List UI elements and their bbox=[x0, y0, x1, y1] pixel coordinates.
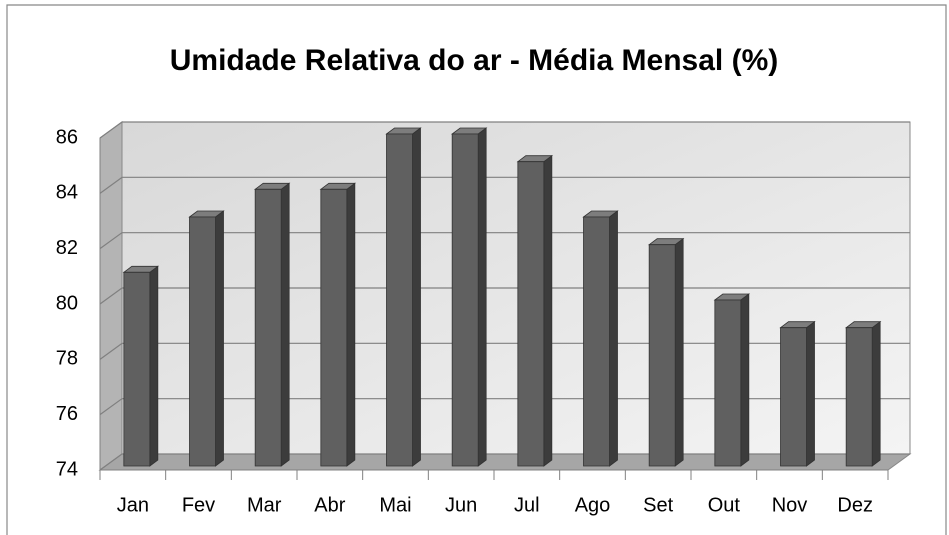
y-tick-label: 86 bbox=[56, 126, 78, 148]
bar-front bbox=[451, 133, 479, 467]
bar-front bbox=[780, 327, 807, 467]
bar-side bbox=[412, 127, 421, 467]
bar-front bbox=[714, 299, 742, 467]
bar bbox=[253, 182, 291, 467]
bar-front bbox=[845, 327, 873, 467]
bar-side bbox=[674, 237, 684, 467]
y-tick-label: 74 bbox=[56, 458, 78, 480]
bar-side bbox=[149, 265, 159, 467]
bar-side bbox=[740, 293, 750, 467]
bar bbox=[516, 154, 554, 467]
y-tick-label: 84 bbox=[56, 182, 78, 204]
bar-side bbox=[609, 210, 618, 467]
bar-side bbox=[806, 320, 815, 467]
grid-line bbox=[99, 453, 910, 471]
bar-front bbox=[517, 161, 545, 467]
bar bbox=[844, 320, 882, 467]
grid-line bbox=[99, 342, 910, 360]
bar bbox=[713, 293, 751, 467]
bar-front bbox=[583, 216, 610, 467]
bar-front bbox=[189, 216, 216, 467]
x-tick-label: Jan bbox=[117, 494, 149, 516]
bar bbox=[319, 182, 357, 467]
x-tick-label: Fev bbox=[182, 494, 215, 516]
y-tick-label: 78 bbox=[56, 348, 78, 370]
x-tick-label: Dez bbox=[837, 494, 873, 516]
grid-line bbox=[99, 287, 910, 305]
grid-line bbox=[99, 398, 910, 416]
grid-line bbox=[99, 232, 910, 250]
bar-front bbox=[386, 133, 413, 467]
bar bbox=[122, 265, 160, 467]
chart-border bbox=[6, 4, 947, 535]
bar bbox=[450, 127, 488, 467]
bar bbox=[779, 320, 816, 467]
x-tick-label: Jul bbox=[514, 494, 540, 516]
x-tick-label: Jun bbox=[445, 494, 477, 516]
bar-side bbox=[871, 320, 881, 467]
bar-side bbox=[477, 127, 487, 467]
y-tick-label: 76 bbox=[56, 403, 78, 425]
bar bbox=[647, 237, 685, 467]
x-tick-label: Mai bbox=[379, 494, 411, 516]
x-tick-label: Out bbox=[708, 494, 741, 516]
x-tick-label: Ago bbox=[575, 494, 611, 516]
chart-title: Umidade Relativa do ar - Média Mensal (%… bbox=[170, 44, 778, 77]
bar-side bbox=[346, 182, 356, 467]
bar-front bbox=[254, 188, 282, 467]
y-tick-label: 80 bbox=[56, 292, 78, 314]
x-tick-label: Nov bbox=[772, 494, 808, 516]
bar bbox=[188, 210, 225, 467]
bar-front bbox=[320, 188, 348, 467]
x-tick-label: Abr bbox=[314, 494, 345, 516]
x-tick-label: Mar bbox=[247, 494, 282, 516]
bar-side bbox=[280, 182, 290, 467]
grid-line bbox=[99, 121, 910, 139]
bar-side bbox=[543, 154, 553, 467]
bar bbox=[385, 127, 422, 467]
y-tick-label: 82 bbox=[56, 237, 78, 259]
x-tick-label: Set bbox=[643, 494, 673, 516]
bar-front bbox=[648, 244, 676, 467]
bar bbox=[582, 210, 619, 467]
bar-front bbox=[123, 271, 151, 467]
bar-side bbox=[215, 210, 224, 467]
grid-line bbox=[99, 176, 910, 194]
